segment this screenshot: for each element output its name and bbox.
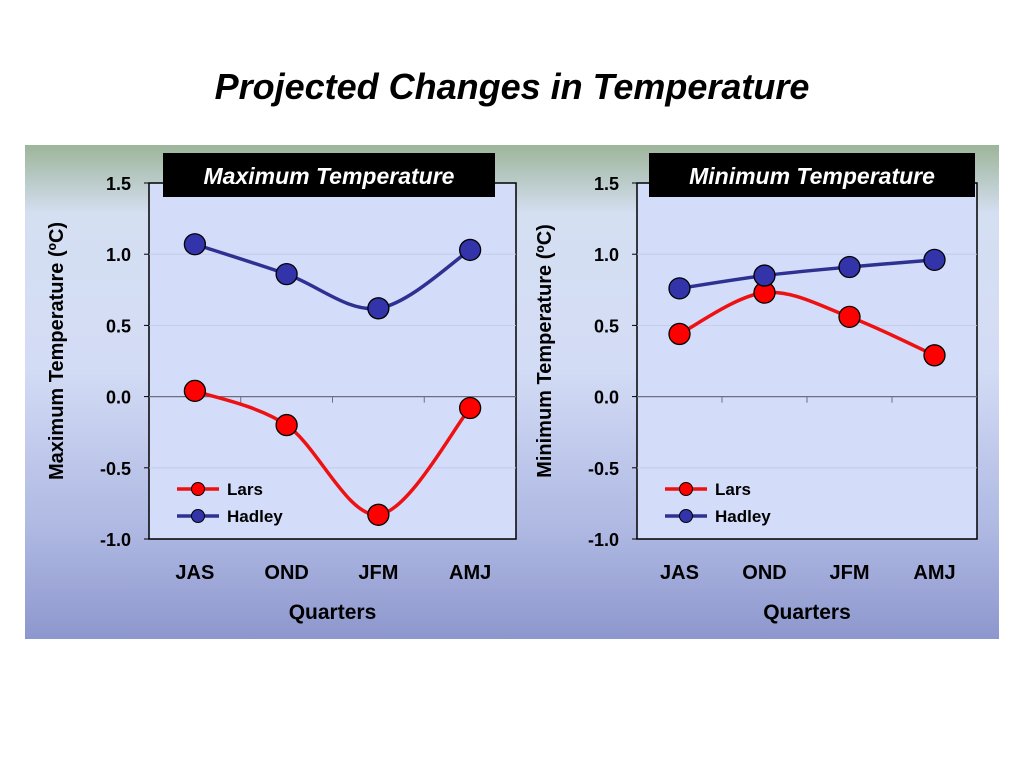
legend-label-lars: Lars — [715, 480, 751, 499]
y-tick-label: 0.5 — [594, 316, 619, 336]
point-lars — [367, 503, 390, 526]
slide-title: Projected Changes in Temperature — [214, 66, 810, 107]
point-lars — [668, 322, 691, 346]
x-axis-label: Quarters — [289, 601, 377, 624]
legend-label-lars: Lars — [227, 480, 263, 499]
y-axis-label: Minimum Temperature (ºC) — [534, 224, 556, 478]
y-tick-label: -1.0 — [100, 530, 131, 550]
x-tick-label: JAS — [660, 562, 699, 584]
y-tick-label: 0.0 — [594, 388, 619, 408]
y-tick-label: 0.5 — [106, 316, 131, 336]
point-lars — [923, 344, 946, 367]
x-tick-label: AMJ — [913, 562, 955, 584]
point-hadley — [838, 255, 861, 279]
legend-marker — [679, 482, 693, 496]
point-lars — [183, 379, 207, 403]
point-hadley — [183, 233, 207, 256]
x-tick-label: OND — [264, 562, 308, 584]
chart-max: 1.5 1.0 0.5 0.0 -0.5 -1.0 JAS OND JFM AMJ Quarters… — [46, 153, 517, 624]
point-hadley — [923, 248, 946, 272]
point-hadley — [458, 238, 482, 262]
y-axis-label: Maximum Temperature (ºC) — [46, 222, 68, 480]
point-hadley — [275, 262, 298, 286]
x-tick-label: OND — [742, 562, 786, 584]
point-hadley — [753, 264, 776, 287]
y-tick-label: -0.5 — [100, 459, 131, 479]
legend-label-hadley: Hadley — [227, 507, 283, 526]
x-tick-label: AMJ — [449, 562, 491, 584]
chart-min: 1.5 1.0 0.5 0.0 -0.5 -1.0 JAS OND JFM AMJ Quarters… — [534, 153, 978, 624]
chart-title-box — [163, 153, 495, 197]
y-tick-label: 1.5 — [106, 174, 131, 194]
point-lars — [838, 305, 861, 329]
point-lars — [275, 413, 298, 437]
legend-marker — [679, 509, 693, 523]
chart-title: Minimum Temperature — [689, 163, 935, 189]
y-tick-label: 1.5 — [594, 174, 619, 194]
y-tick-label: 1.0 — [106, 245, 131, 265]
y-tick-label: -0.5 — [588, 459, 619, 479]
series-line-lars — [193, 389, 472, 517]
legend-label-hadley: Hadley — [715, 507, 771, 526]
point-hadley — [668, 277, 691, 300]
x-axis-label: Quarters — [763, 601, 851, 624]
y-tick-label: 1.0 — [594, 245, 619, 265]
plot-area — [636, 182, 978, 540]
legend-marker — [191, 482, 205, 496]
series-line-lars — [677, 290, 937, 358]
series-line-hadley — [193, 242, 472, 311]
series-line-hadley — [677, 258, 937, 291]
y-tick-label: -1.0 — [588, 530, 619, 550]
x-tick-label: JFM — [830, 562, 870, 584]
chart-title: Maximum Temperature — [204, 163, 455, 189]
chart-panel: 1.5 1.0 0.5 0.0 -0.5 -1.0 JAS OND JFM AMJ Quarters… — [25, 145, 999, 639]
charts-svg: 1.5 1.0 0.5 0.0 -0.5 -1.0 JAS OND JFM AMJ Quarters… — [46, 153, 978, 624]
chart-title-box — [649, 153, 975, 197]
point-lars — [458, 396, 482, 420]
x-tick-label: JAS — [175, 562, 214, 584]
point-hadley — [367, 297, 390, 320]
x-tick-label: JFM — [358, 562, 398, 584]
legend-marker — [191, 509, 205, 523]
y-tick-label: 0.0 — [106, 388, 131, 408]
